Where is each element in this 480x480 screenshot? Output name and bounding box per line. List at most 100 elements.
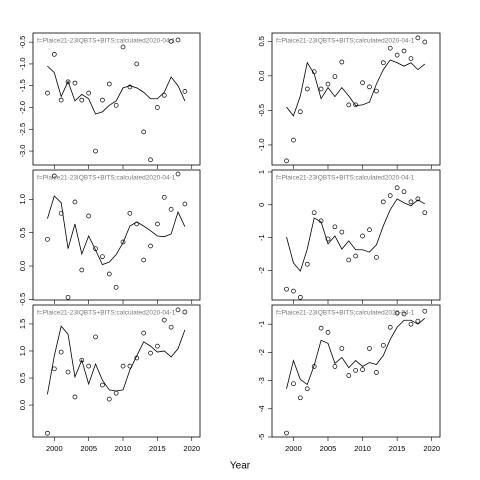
y-tick-label: -1: [257, 234, 266, 241]
y-tick-label: -5: [257, 434, 266, 441]
y-tick-label: 1: [257, 170, 266, 174]
data-point: [291, 288, 296, 294]
data-point: [168, 324, 174, 330]
data-point: [332, 224, 338, 230]
data-point: [353, 253, 359, 259]
y-tick-label: -1: [257, 321, 266, 328]
data-point: [120, 239, 126, 245]
data-point: [422, 308, 428, 314]
data-point: [353, 368, 359, 373]
y-tick-label: -0.5: [257, 104, 266, 117]
data-point: [374, 254, 379, 260]
data-point: [120, 44, 126, 50]
data-point: [291, 381, 296, 387]
data-point: [161, 317, 167, 323]
data-point: [58, 97, 64, 103]
x-tick-label: 2005: [320, 444, 337, 453]
data-point: [284, 286, 289, 292]
data-point: [51, 173, 57, 179]
data-point: [65, 369, 71, 375]
data-point: [72, 199, 78, 205]
data-point: [106, 81, 112, 87]
data-point: [100, 254, 105, 260]
data-point: [148, 157, 153, 163]
data-point: [367, 346, 372, 351]
y-tick-label: 0.0: [257, 71, 266, 81]
data-point: [148, 243, 153, 249]
panel: f=Plaice21-23IQBTS+BITS;calculated2020-0…: [257, 304, 441, 453]
data-point: [291, 137, 296, 143]
panel: f=Plaice21-23IQBTS+BITS;calculated2020-0…: [18, 169, 201, 306]
data-line: [286, 317, 426, 389]
data-point: [318, 325, 324, 331]
data-point: [155, 221, 160, 227]
data-point: [401, 48, 407, 54]
y-tick-label: 0.0: [18, 400, 27, 410]
data-point: [380, 342, 386, 348]
data-line: [47, 325, 186, 395]
x-tick-label: 2020: [423, 444, 440, 453]
panel-title: f=Plaice21-23IQBTS+BITS;calculated2020-0…: [37, 175, 176, 182]
data-point: [415, 35, 421, 41]
y-tick-label: -2: [257, 349, 266, 356]
y-tick-label: 0.5: [257, 36, 266, 46]
data-point: [332, 74, 338, 79]
data-point: [297, 109, 303, 115]
y-tick-label: 0.5: [18, 373, 27, 383]
panel-frame: [32, 304, 201, 438]
data-point: [79, 97, 85, 103]
data-point: [380, 60, 386, 66]
data-point: [332, 364, 338, 369]
data-point: [168, 206, 174, 212]
y-tick-label: -4: [257, 405, 266, 412]
data-point: [339, 229, 345, 235]
data-point: [346, 373, 352, 378]
data-point: [394, 185, 400, 191]
data-point: [318, 86, 324, 92]
data-point: [155, 343, 160, 349]
y-tick-label: 0.0: [18, 261, 27, 271]
data-point: [106, 396, 112, 402]
panel-title: f=Plaice21-23IQBTS+BITS;calculated2020-0…: [276, 175, 415, 182]
x-tick-label: 2000: [46, 444, 63, 453]
data-point: [65, 294, 71, 300]
x-tick-label: 2020: [183, 444, 200, 453]
y-tick-label: -3.0: [18, 145, 27, 158]
data-point: [161, 194, 167, 200]
y-tick-label: -1.5: [18, 79, 27, 92]
panel-frame: [32, 32, 201, 166]
panel-title: f=Plaice21-23IQBTS+BITS;calculated2020-0…: [276, 38, 415, 45]
data-line: [47, 195, 186, 266]
data-point: [367, 227, 372, 233]
y-tick-label: 1.0: [18, 194, 27, 204]
x-tick-label: 2015: [149, 444, 166, 453]
data-point: [45, 236, 50, 242]
data-point: [374, 370, 379, 375]
data-point: [141, 330, 146, 336]
data-point: [401, 311, 407, 317]
data-point: [360, 367, 365, 372]
data-point: [415, 196, 421, 202]
panel-title: f=Plaice21-23IQBTS+BITS;calculated2020-0…: [276, 310, 415, 317]
data-point: [380, 199, 386, 205]
data-point: [113, 102, 119, 108]
data-point: [100, 382, 105, 388]
data-point: [387, 45, 393, 51]
data-point: [106, 271, 112, 277]
data-point: [422, 39, 428, 45]
data-point: [367, 84, 372, 90]
data-point: [297, 295, 303, 300]
y-tick-label: -2.5: [18, 123, 27, 136]
data-point: [175, 171, 181, 177]
data-point: [394, 52, 400, 58]
data-point: [93, 148, 98, 154]
data-point: [58, 349, 64, 355]
x-tick-label: 2005: [80, 444, 97, 453]
y-tick-label: -0.5: [18, 36, 27, 49]
data-point: [387, 324, 393, 330]
data-point: [284, 158, 289, 164]
x-tick-label: 2010: [115, 444, 132, 453]
data-point: [86, 363, 92, 369]
